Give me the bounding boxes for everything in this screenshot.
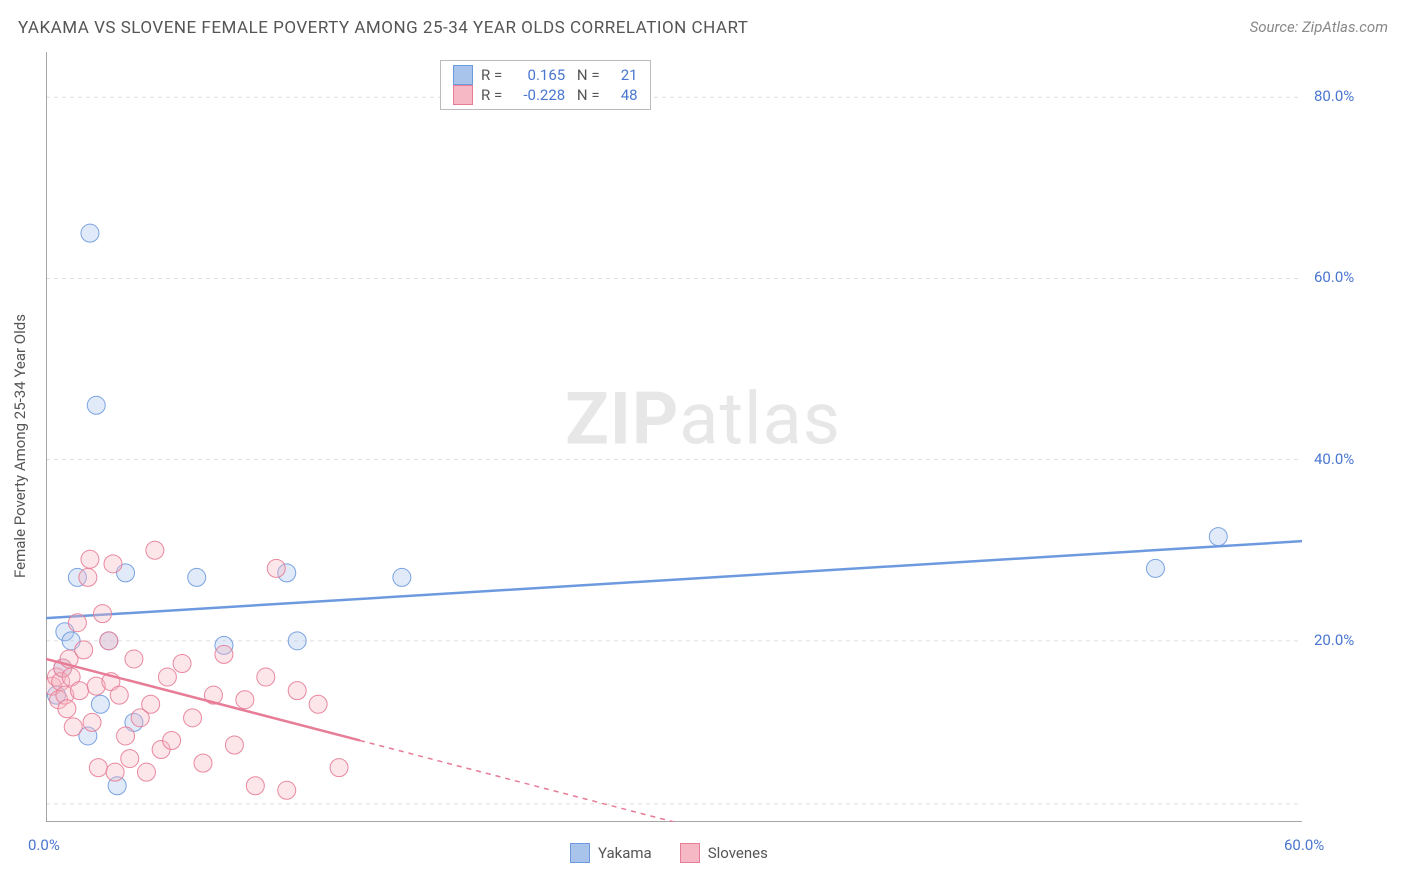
y-tick-label: 60.0% — [1314, 268, 1354, 286]
y-tick-label: 20.0% — [1314, 631, 1354, 649]
swatch-yakama — [453, 65, 473, 85]
swatch-slovenes-icon — [680, 843, 700, 863]
legend-label-yakama: Yakama — [598, 844, 652, 862]
swatch-yakama-icon — [570, 843, 590, 863]
r-value-slovenes: -0.228 — [510, 86, 565, 104]
y-axis-label: Female Poverty Among 25-34 Year Olds — [11, 296, 29, 596]
r-value-yakama: 0.165 — [510, 66, 565, 84]
correlation-chart: YAKAMA VS SLOVENE FEMALE POVERTY AMONG 2… — [0, 0, 1406, 892]
series-legend: Yakama Slovenes — [570, 843, 768, 863]
plot-area — [46, 52, 1302, 822]
correlation-legend: R =0.165 N =21 R =-0.228 N =48 — [440, 60, 651, 110]
n-value-yakama: 21 — [608, 66, 638, 84]
x-tick-label: 0.0% — [28, 836, 60, 854]
x-tick-label: 60.0% — [1284, 836, 1324, 854]
chart-title: YAKAMA VS SLOVENE FEMALE POVERTY AMONG 2… — [18, 18, 748, 38]
legend-item-slovenes: Slovenes — [680, 843, 768, 863]
legend-row-yakama: R =0.165 N =21 — [453, 65, 638, 85]
n-value-slovenes: 48 — [608, 86, 638, 104]
y-tick-label: 80.0% — [1314, 87, 1354, 105]
swatch-slovenes — [453, 85, 473, 105]
source-attribution: Source: ZipAtlas.com — [1250, 18, 1388, 36]
legend-row-slovenes: R =-0.228 N =48 — [453, 85, 638, 105]
legend-label-slovenes: Slovenes — [708, 844, 768, 862]
legend-item-yakama: Yakama — [570, 843, 652, 863]
y-tick-label: 40.0% — [1314, 450, 1354, 468]
